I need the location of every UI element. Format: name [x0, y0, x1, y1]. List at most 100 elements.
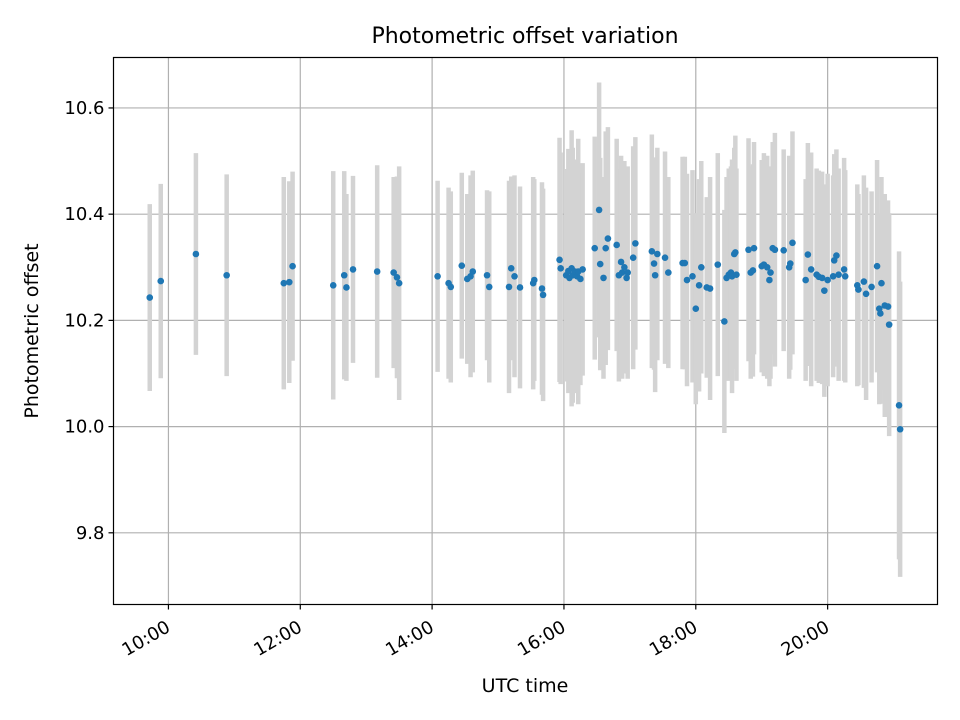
data-point: [650, 260, 658, 267]
data-point: [623, 274, 630, 282]
y-tick-label: 9.8: [76, 523, 105, 544]
data-point: [804, 251, 812, 258]
data-point: [697, 263, 705, 271]
data-point: [146, 294, 154, 301]
data-point: [632, 240, 639, 247]
data-point: [390, 269, 397, 276]
data-point: [695, 282, 703, 289]
data-point: [340, 271, 348, 279]
y-axis-label: Photometric offset: [21, 243, 43, 418]
data-point: [749, 267, 757, 274]
data-point: [393, 274, 401, 281]
data-point: [447, 283, 455, 291]
data-point: [289, 262, 296, 270]
data-point: [884, 303, 892, 310]
data-point: [395, 279, 403, 287]
data-point: [818, 274, 826, 282]
data-point: [651, 271, 659, 279]
data-point: [786, 260, 794, 267]
data-point: [617, 258, 625, 266]
data-point: [373, 268, 381, 275]
data-point: [629, 254, 637, 262]
data-point: [621, 263, 628, 271]
data-point: [507, 265, 515, 272]
data-point: [767, 269, 774, 276]
data-point: [596, 260, 604, 268]
data-point: [469, 268, 477, 275]
data-point: [860, 278, 868, 285]
data-point: [732, 249, 739, 256]
data-point: [771, 246, 779, 254]
data-point: [745, 246, 752, 254]
x-tick-label: 20:00: [778, 617, 833, 661]
data-point: [855, 286, 862, 293]
data-point: [878, 279, 885, 287]
x-tick-label: 18:00: [646, 617, 701, 661]
data-point: [895, 402, 903, 409]
data-point: [877, 310, 884, 317]
y-tick-label: 10.2: [64, 310, 104, 331]
data-point: [458, 262, 466, 269]
data-point: [683, 276, 691, 284]
grid-lines: [113, 57, 938, 605]
plot-frame: [112, 56, 939, 606]
data-point: [485, 283, 493, 291]
data-point: [556, 256, 563, 264]
data-point: [557, 265, 564, 272]
data-point: [624, 269, 631, 276]
data-point: [824, 276, 831, 284]
data-point: [661, 254, 669, 262]
x-tick-label: 10:00: [119, 617, 174, 661]
x-tick-label: 12:00: [250, 617, 305, 661]
data-point: [689, 273, 696, 280]
data-point: [789, 239, 796, 247]
data-point: [802, 276, 809, 284]
data-point: [591, 244, 599, 252]
data-point: [840, 266, 848, 273]
data-point: [538, 285, 546, 292]
data-point: [868, 283, 875, 291]
data-point: [157, 277, 165, 285]
data-point: [329, 282, 337, 289]
x-tick-label: 16:00: [514, 617, 569, 661]
data-point: [885, 321, 893, 328]
data-point: [833, 252, 840, 259]
data-point: [349, 266, 357, 273]
data-point: [654, 250, 661, 258]
data-point: [223, 271, 230, 279]
data-point: [530, 276, 538, 284]
data-point: [681, 259, 689, 267]
data-point: [516, 284, 524, 291]
y-tick-label: 10.6: [64, 98, 104, 119]
chart-title: Photometric offset variation: [371, 24, 678, 49]
data-point: [577, 275, 584, 283]
data-point: [539, 291, 547, 299]
data-point: [721, 318, 728, 325]
data-point: [862, 290, 870, 298]
data-point: [807, 266, 815, 273]
data-point: [714, 261, 722, 268]
data-points: [146, 206, 904, 433]
data-point: [766, 276, 773, 284]
data-point: [648, 248, 656, 255]
data-point: [343, 284, 350, 291]
y-tick-label: 10.4: [64, 204, 104, 225]
data-point: [835, 271, 842, 279]
data-point: [896, 425, 904, 433]
data-point: [434, 273, 441, 280]
y-tick-label: 10.0: [64, 417, 104, 438]
data-point: [763, 263, 771, 271]
data-point: [511, 273, 518, 280]
data-point: [505, 283, 513, 291]
data-point: [780, 246, 787, 254]
data-point: [733, 271, 740, 279]
errorbars: [147, 82, 903, 577]
data-point: [595, 206, 603, 214]
data-point: [829, 273, 837, 280]
data-point: [750, 244, 758, 252]
data-point: [600, 274, 607, 282]
data-point: [483, 271, 491, 279]
data-point: [613, 241, 620, 249]
data-point: [604, 235, 612, 242]
